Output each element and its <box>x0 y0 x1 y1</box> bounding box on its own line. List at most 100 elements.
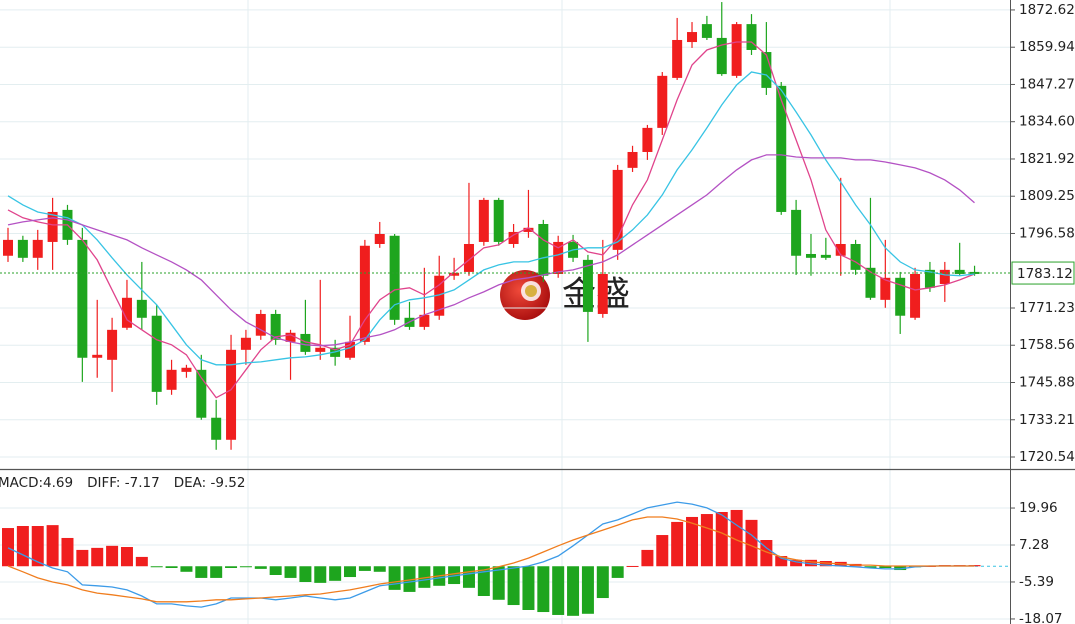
y-tick-label: 1771.23 <box>1019 300 1075 316</box>
y-tick-label: 1859.94 <box>1019 39 1075 55</box>
candle-body <box>865 267 876 298</box>
macd-bar <box>76 549 89 567</box>
macd-bar <box>894 566 907 571</box>
macd-bar <box>239 566 252 568</box>
macd-bar <box>418 566 431 588</box>
candle-body <box>657 75 668 128</box>
candle-body <box>716 37 727 75</box>
macd-bar <box>448 566 461 585</box>
macd-bar <box>120 547 133 567</box>
macd-bar <box>46 525 59 567</box>
macd-bar <box>165 566 178 568</box>
y-tick-label: 1834.60 <box>1019 114 1075 130</box>
line <box>7 41 975 399</box>
candle-body <box>642 127 653 152</box>
y-tick-label: 1872.62 <box>1019 2 1075 18</box>
candle-body <box>687 32 698 43</box>
candle-body <box>315 347 326 352</box>
macd-bar <box>686 516 699 567</box>
candle-body <box>389 235 400 320</box>
candle-body <box>211 417 222 440</box>
candle-body <box>880 277 891 300</box>
candle-body <box>478 199 489 242</box>
candle-body <box>270 313 281 340</box>
candle-body <box>240 337 251 350</box>
candle-body <box>835 243 846 256</box>
macd-bar <box>552 566 565 615</box>
candle-body <box>612 169 623 250</box>
candle-body <box>850 243 861 270</box>
macd-bar <box>269 566 282 575</box>
macd-bar <box>671 521 684 567</box>
y-tick-label: 19.96 <box>1019 500 1058 516</box>
y-tick-label: 1796.58 <box>1019 225 1075 241</box>
macd-bar <box>284 566 297 578</box>
macd-label: DIFF: -7.17 <box>87 475 160 491</box>
macd-bar <box>135 556 148 567</box>
candle-body <box>939 269 950 284</box>
macd-bar <box>403 566 416 592</box>
macd-bar <box>567 566 580 616</box>
y-tick-label: 1809.25 <box>1019 188 1075 204</box>
candle-body <box>523 227 534 232</box>
macd-bar <box>462 566 475 588</box>
macd-bar <box>299 566 312 582</box>
candle-body <box>627 151 638 168</box>
y-tick-label: 1821.92 <box>1019 151 1075 167</box>
macd-bar <box>180 566 193 572</box>
y-tick-label: 7.28 <box>1019 537 1049 553</box>
candle-body <box>32 239 43 258</box>
macd-label: DEA: -9.52 <box>174 475 246 491</box>
macd-bar <box>477 566 490 596</box>
macd-bar <box>968 565 981 567</box>
macd-bar <box>700 514 713 567</box>
candle-body <box>374 234 385 244</box>
candle-body <box>553 241 564 274</box>
macd-bar <box>358 566 371 571</box>
candle-body <box>92 354 103 358</box>
last-price-label: 1783.12 <box>1017 266 1073 282</box>
macd-bar <box>730 509 743 567</box>
candle-body <box>805 253 816 258</box>
macd-bar <box>91 547 104 567</box>
macd-bar <box>760 540 773 567</box>
macd-bar <box>522 566 535 610</box>
y-tick-label: 1745.88 <box>1019 375 1075 391</box>
candle-body <box>791 209 802 256</box>
macd-bar <box>2 528 14 567</box>
macd-bar <box>745 519 758 567</box>
line <box>7 154 975 347</box>
candle-body <box>255 313 266 336</box>
candle-body <box>672 39 683 78</box>
candle-body <box>226 349 237 440</box>
macd-bar <box>804 559 817 567</box>
macd-bar <box>864 566 877 568</box>
macd-bar <box>106 545 119 567</box>
y-tick-label: -18.07 <box>1019 611 1063 624</box>
candle-body <box>582 259 593 312</box>
y-tick-label: -5.39 <box>1019 574 1054 590</box>
candle-body <box>954 269 965 274</box>
candle-body <box>910 273 921 318</box>
macd-bar <box>329 566 342 581</box>
macd-bar <box>507 566 520 606</box>
watermark-text: 金盛 <box>562 275 630 315</box>
macd-label: MACD:4.69 <box>0 475 73 491</box>
y-tick-label: 1720.54 <box>1019 449 1075 465</box>
line <box>7 71 975 366</box>
macd-bar <box>388 566 401 590</box>
candle-body <box>746 24 757 50</box>
line <box>7 516 975 603</box>
candle-body <box>17 239 28 258</box>
watermark: 金盛 <box>500 270 630 320</box>
line <box>7 501 975 608</box>
macd-bar <box>492 566 505 600</box>
y-tick-label: 1758.56 <box>1019 337 1075 353</box>
candle-body <box>136 299 147 318</box>
macd-bar <box>373 566 386 572</box>
macd-bar <box>656 535 669 567</box>
macd-bar <box>596 566 609 599</box>
macd-bar <box>879 566 892 568</box>
